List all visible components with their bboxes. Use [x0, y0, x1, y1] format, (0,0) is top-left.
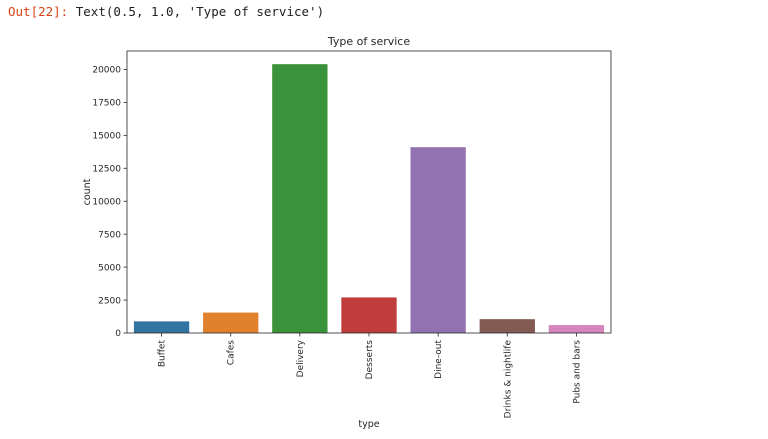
bar-dine-out [410, 147, 466, 333]
output-line: Out[22]: Text(0.5, 1.0, 'Type of service… [8, 4, 324, 19]
x-tick-label: Dine-out [434, 340, 444, 379]
chart-title: Type of service [327, 35, 410, 48]
plot-frame [126, 50, 612, 334]
x-ticks-group: Buffet Cafes Delivery Desserts Dine-out Drink… [158, 333, 582, 419]
output-prompt: Out[22]: [8, 4, 69, 19]
y-tick-label: 17500 [92, 99, 121, 109]
y-axis-label: count [82, 178, 93, 205]
y-tick-label: 10000 [92, 197, 121, 207]
x-tick-label: Cafes [227, 340, 237, 366]
x-tick-label: Delivery [296, 339, 306, 377]
bars-group [133, 64, 605, 334]
bar-pubs-and-bars [548, 325, 605, 333]
y-tick-label: 0 [115, 329, 121, 339]
x-tick-label: Desserts [365, 340, 375, 380]
y-tick-label: 5000 [98, 263, 121, 273]
bar-desserts [341, 297, 397, 333]
bar-cafes [203, 312, 259, 333]
y-tick-label: 20000 [92, 66, 121, 76]
bar-delivery [272, 64, 328, 334]
bar-drinks-nightlife [479, 319, 535, 333]
y-ticks-group: 0 2500 5000 7500 10000 12500 15000 17500 20000 [92, 66, 127, 339]
y-tick-label: 12500 [92, 164, 121, 174]
y-tick-label: 7500 [98, 230, 121, 240]
x-axis-label: type [358, 419, 379, 430]
x-tick-label: Buffet [158, 340, 168, 368]
y-tick-label: 2500 [98, 296, 121, 306]
output-text: Text(0.5, 1.0, 'Type of service') [68, 4, 325, 19]
bar-buffet [133, 321, 190, 333]
y-tick-label: 15000 [92, 132, 121, 142]
x-tick-label: Pubs and bars [572, 340, 582, 404]
x-tick-label: Drinks & nightlife [503, 340, 513, 419]
